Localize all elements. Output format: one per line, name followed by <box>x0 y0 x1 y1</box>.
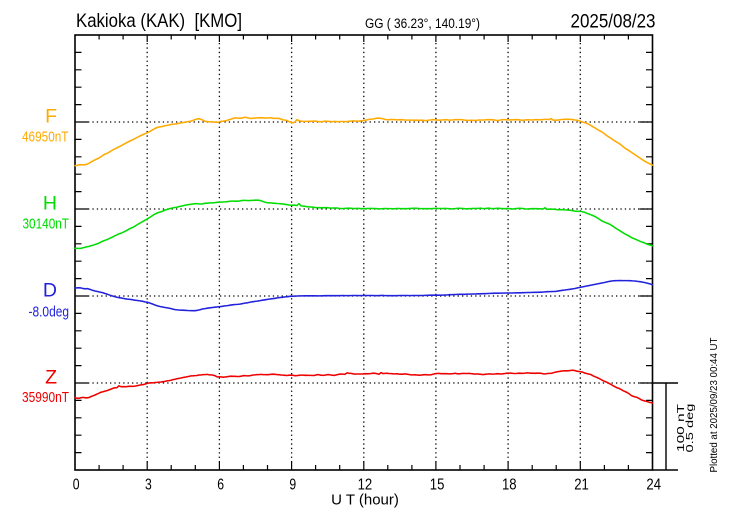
svg-text:Kakioka (KAK) [KMO]: Kakioka (KAK) [KMO] <box>76 10 242 32</box>
svg-text:100 nT: 100 nT <box>675 403 687 452</box>
svg-text:2025/08/23: 2025/08/23 <box>571 10 656 32</box>
svg-text:Plotted at 2025/09/23 00:44 UT: Plotted at 2025/09/23 00:44 UT <box>709 338 720 473</box>
svg-text:6: 6 <box>217 477 224 494</box>
svg-text:-8.0deg: -8.0deg <box>29 304 70 321</box>
svg-text:0: 0 <box>73 477 80 494</box>
svg-text:3: 3 <box>145 477 152 494</box>
svg-text:0.5 deg: 0.5 deg <box>684 403 696 452</box>
svg-text:Z: Z <box>45 367 57 389</box>
svg-text:D: D <box>43 280 57 302</box>
svg-text:9: 9 <box>289 477 296 494</box>
svg-text:30140nT: 30140nT <box>23 216 70 233</box>
svg-text:U T (hour): U T (hour) <box>331 492 399 509</box>
svg-text:H: H <box>43 193 57 215</box>
svg-text:F: F <box>45 106 57 128</box>
svg-text:GG ( 36.23°, 140.19°): GG ( 36.23°, 140.19°) <box>365 16 480 31</box>
svg-text:12: 12 <box>358 477 373 494</box>
svg-text:24: 24 <box>646 477 661 494</box>
svg-text:18: 18 <box>502 477 517 494</box>
svg-text:35990nT: 35990nT <box>22 389 69 406</box>
svg-text:15: 15 <box>430 477 445 494</box>
svg-text:21: 21 <box>574 477 589 494</box>
svg-text:46950nT: 46950nT <box>22 128 69 145</box>
